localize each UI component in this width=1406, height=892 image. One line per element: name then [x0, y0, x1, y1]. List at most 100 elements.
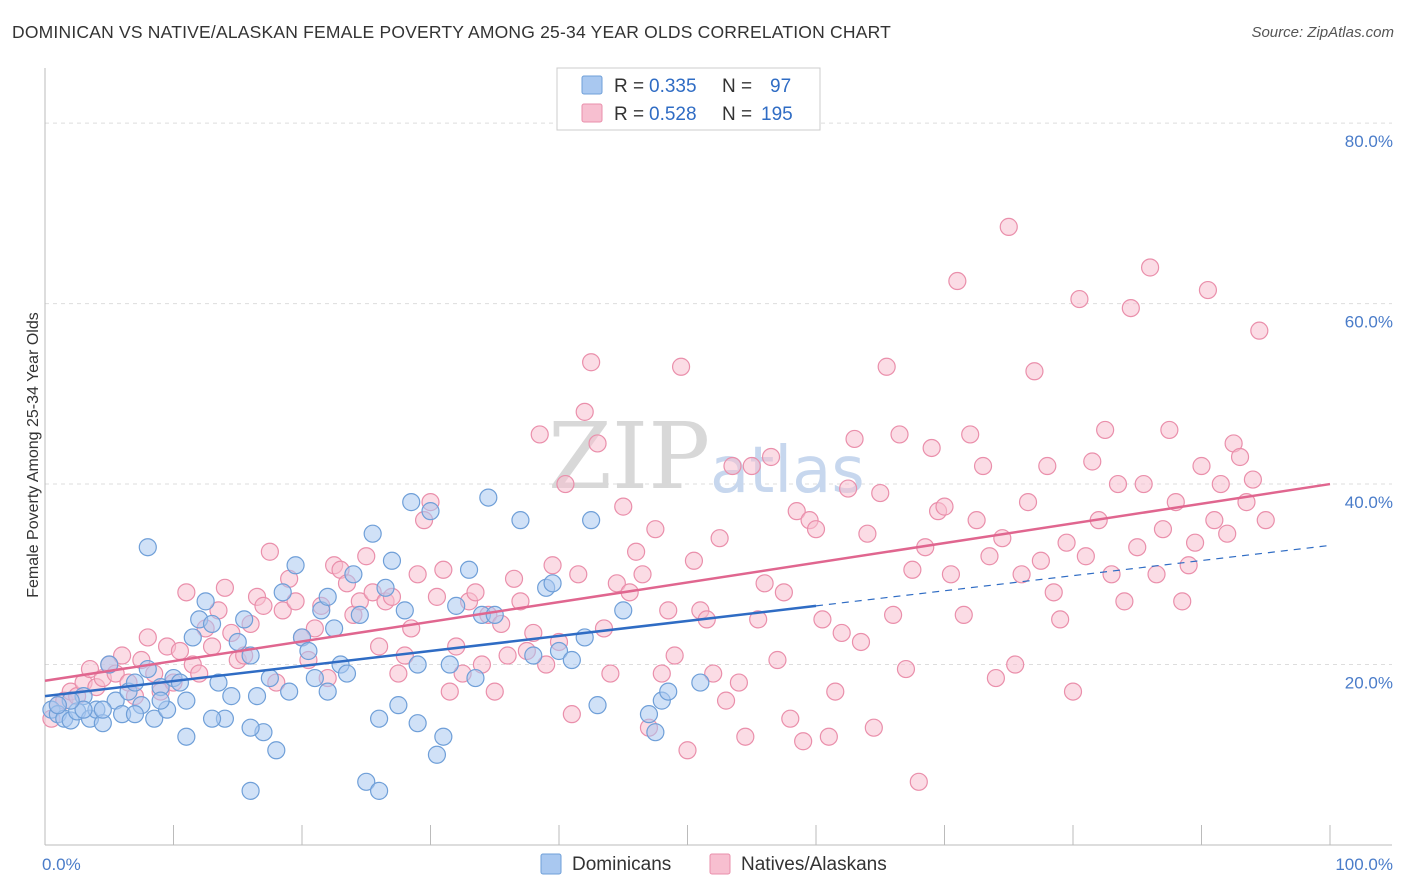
natives-point-156: [1044, 583, 1063, 602]
dominicans-point-90: [151, 691, 170, 710]
natives-point-51: [370, 637, 389, 656]
natives-point-150: [1006, 655, 1025, 674]
natives-point-20: [170, 641, 190, 661]
dominicans-point-68: [511, 511, 530, 530]
dominicans-point-30: [235, 610, 254, 629]
watermark-zip: ZIP: [548, 403, 710, 510]
watermark: ZIP atlas: [548, 403, 865, 510]
natives-point-128: [864, 718, 883, 737]
series-points: [42, 217, 1275, 800]
natives-point-114: [774, 583, 793, 602]
y-tick-labels: 20.0% 40.0% 60.0% 80.0%: [1345, 132, 1393, 692]
dominicans-point-88: [48, 696, 67, 715]
natives-point-61: [434, 560, 453, 579]
dominicans-point-29: [228, 632, 247, 652]
dominicans-point-85: [93, 700, 112, 719]
dominicans-point-16: [145, 709, 164, 728]
natives-point-153: [1025, 362, 1044, 381]
natives-point-25: [202, 637, 222, 656]
dominicans-point-35: [267, 741, 286, 760]
natives-point-133: [896, 659, 916, 679]
legend-r-label-0: R =: [614, 76, 644, 97]
dominicans-point-71: [543, 574, 562, 593]
natives-point-179: [1192, 456, 1211, 476]
dominicans-point-26: [209, 673, 228, 692]
dominicans-point-94: [318, 682, 337, 701]
trendlines: [44, 482, 1331, 698]
natives-point-108: [736, 727, 755, 746]
dominicans-point-47: [344, 565, 363, 584]
natives-point-188: [1250, 321, 1269, 340]
natives-point-162: [1083, 452, 1102, 471]
natives-point-109: [742, 456, 761, 476]
natives-point-169: [1128, 538, 1147, 557]
natives-point-145: [973, 456, 993, 476]
bottom-legend: Dominicans Natives/Alaskans: [540, 853, 887, 875]
dominicans-point-9: [100, 655, 119, 674]
natives-point-73: [511, 592, 530, 611]
legend-n-label-0: N =: [722, 76, 752, 97]
natives-point-36: [273, 601, 292, 620]
dominicans-point-55: [395, 601, 414, 620]
dominicans-point-64: [466, 668, 485, 688]
natives-point-98: [671, 357, 691, 376]
natives-point-104: [710, 529, 729, 548]
y-tick-label-1: 40.0%: [1345, 493, 1393, 512]
natives-point-99: [678, 741, 697, 760]
dominicans-point-46: [337, 664, 357, 683]
natives-point-82: [569, 565, 588, 584]
legend-swatch-blue: [581, 75, 603, 95]
dominicans-point-38: [286, 556, 305, 575]
natives-point-125: [845, 429, 864, 449]
natives-point-130: [877, 357, 896, 376]
legend-n-value-1: 195: [761, 104, 793, 125]
dominicans-point-36: [273, 583, 292, 602]
natives-point-87: [601, 664, 620, 683]
dominicans-point-59: [427, 745, 447, 764]
natives-point-135: [909, 772, 928, 791]
natives-point-62: [440, 682, 459, 701]
dominicans-point-41: [305, 668, 324, 688]
dominicans-point-31: [241, 646, 260, 665]
natives-point-121: [819, 727, 838, 746]
natives-point-83: [575, 402, 594, 421]
bottom-legend-swatch-natives: [709, 853, 731, 875]
natives-point-159: [1063, 682, 1083, 701]
natives-point-110: [749, 610, 768, 629]
dominicans-point-43: [318, 587, 337, 606]
natives-point-132: [890, 425, 909, 444]
natives-point-77: [537, 655, 556, 674]
natives-point-187: [1243, 470, 1263, 489]
natives-point-147: [986, 668, 1006, 688]
dominicans-point-79: [646, 723, 665, 742]
natives-point-126: [851, 632, 871, 652]
x-tick-label-1: 100.0%: [1335, 855, 1393, 874]
natives-point-56: [402, 619, 421, 638]
natives-point-168: [1121, 299, 1140, 318]
legend-n-value-0: 97: [770, 76, 791, 97]
dominicans-point-34: [260, 668, 279, 688]
natives-point-95: [652, 664, 671, 683]
dominicans-point-95: [370, 781, 389, 800]
natives-point-155: [1038, 456, 1057, 476]
dominicans-point-20: [170, 673, 190, 692]
natives-point-182: [1211, 474, 1230, 494]
dominicans-point-73: [562, 650, 581, 670]
natives-point-189: [1256, 511, 1275, 530]
y-tick-label-0: 20.0%: [1345, 674, 1393, 693]
dominicans-point-82: [691, 673, 710, 692]
source-label: Source: ZipAtlas.com: [1251, 24, 1394, 41]
natives-point-112: [761, 447, 781, 467]
natives-point-100: [684, 551, 704, 570]
top-legend: R = 0.335 N = 97 R = 0.528 N = 195: [556, 67, 821, 131]
dominicans-point-13: [125, 673, 145, 692]
natives-point-154: [1031, 551, 1050, 570]
dominicans-point-63: [459, 560, 479, 579]
natives-point-167: [1115, 592, 1134, 611]
natives-point-41: [305, 619, 324, 638]
dominicans-point-22: [183, 628, 202, 647]
natives-point-88: [607, 574, 626, 593]
dominicans-point-25: [202, 614, 222, 634]
dominicans-point-40: [299, 641, 318, 661]
dominicans-point-72: [549, 641, 569, 661]
